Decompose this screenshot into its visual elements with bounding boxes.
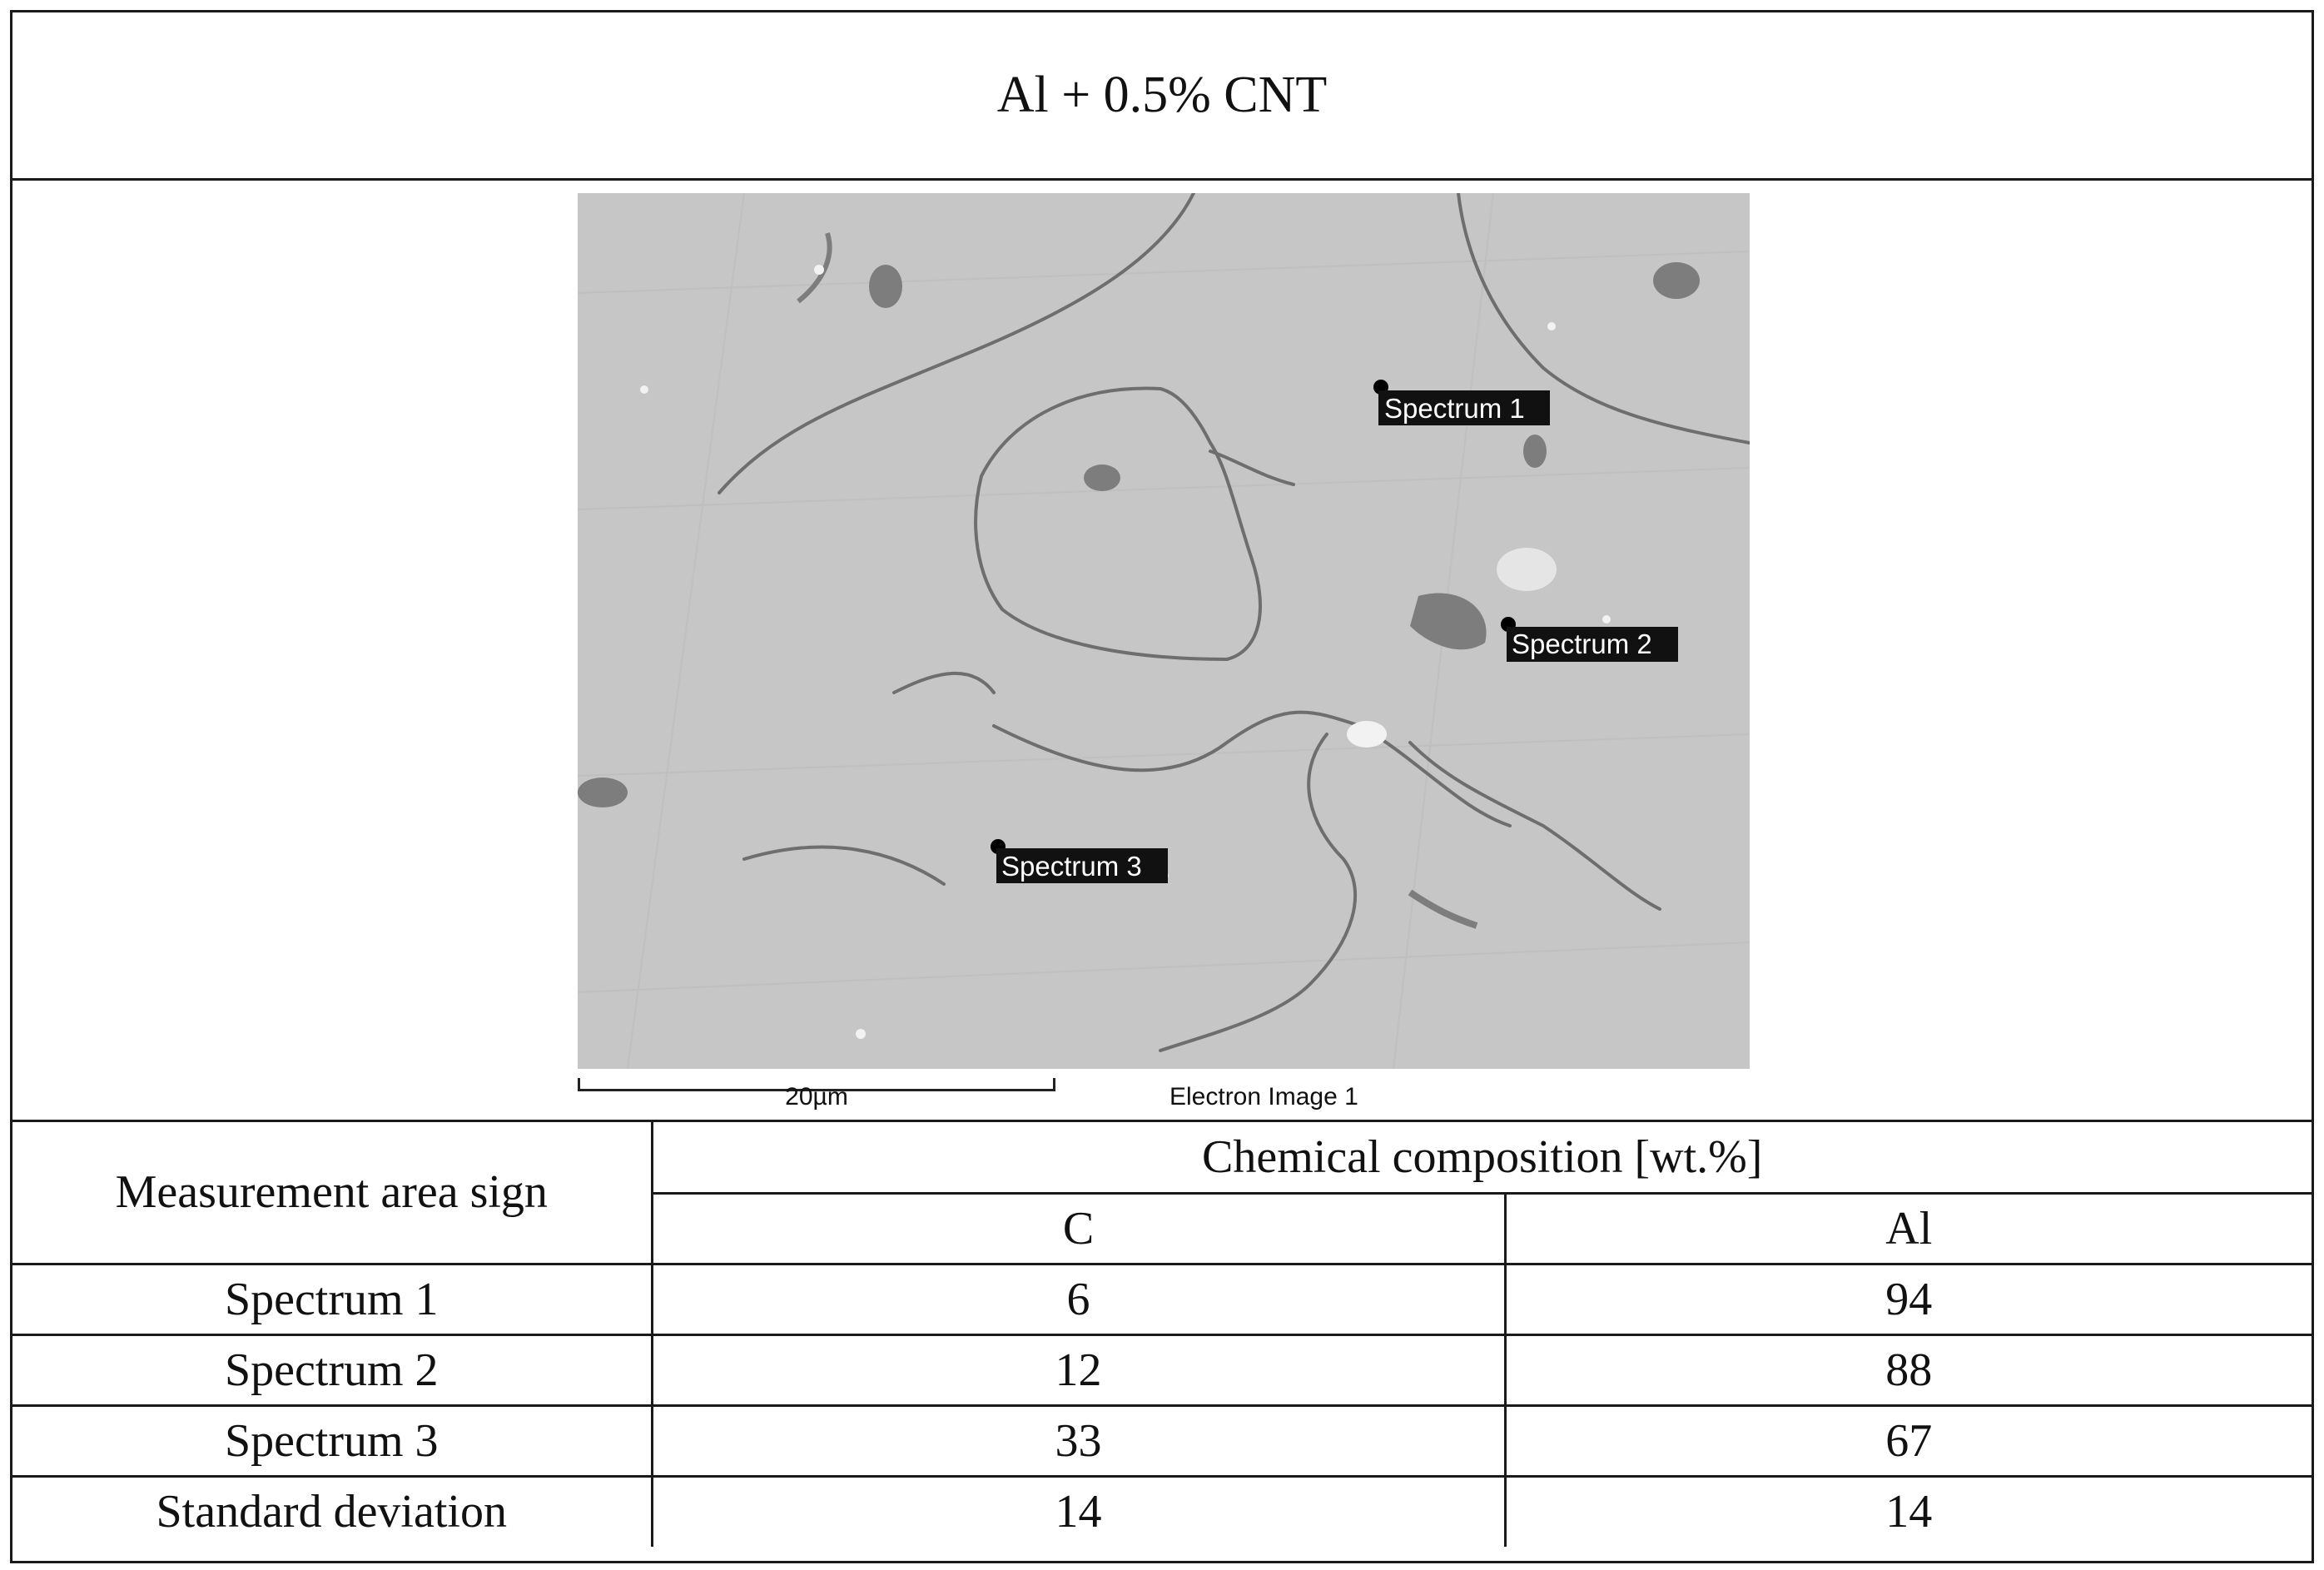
cell-c: 12 — [650, 1333, 1507, 1407]
title-text: Al + 0.5% CNT — [996, 67, 1328, 123]
table-header-row: Measurement area sign Chemical compositi… — [12, 1122, 2312, 1265]
column-header-c: C — [652, 1191, 1507, 1265]
group-header-cell: Chemical composition [wt.%] — [650, 1122, 2312, 1195]
spectrum-label-2: Spectrum 2 — [1512, 628, 1652, 659]
table-row: Spectrum 3 33 67 — [12, 1404, 2312, 1478]
table-subheader-row: C Al — [12, 1191, 2312, 1265]
row-label: Spectrum 3 — [12, 1404, 653, 1478]
row-header-cell: Measurement area sign — [12, 1122, 653, 1265]
row-label: Standard deviation — [12, 1474, 653, 1547]
cell-c: 33 — [650, 1404, 1507, 1478]
cell-al: 88 — [1503, 1333, 2312, 1407]
sem-micrograph: Spectrum 1 Spectrum 2 Spectrum 3 — [578, 193, 1750, 1069]
spectrum-label-1: Spectrum 1 — [1384, 393, 1525, 424]
cell-c: 6 — [650, 1262, 1507, 1336]
cell-al: 14 — [1503, 1474, 2312, 1547]
row-label: Spectrum 2 — [12, 1333, 653, 1407]
spectrum-label-3: Spectrum 3 — [1001, 851, 1142, 882]
table-row: Spectrum 2 12 88 — [12, 1333, 2312, 1407]
table-row: Standard deviation 14 14 — [12, 1474, 2312, 1547]
scale-bar-label: 20µm — [785, 1083, 848, 1110]
row-label: Spectrum 1 — [12, 1262, 653, 1336]
column-header-al: Al — [1503, 1191, 2312, 1265]
spectrum-marker-3: Spectrum 3 — [991, 839, 1168, 883]
cell-c: 14 — [650, 1474, 1507, 1547]
figure-title: Al + 0.5% CNT — [12, 12, 2312, 181]
electron-image-caption: Electron Image 1 — [1169, 1083, 1358, 1110]
table-row: Spectrum 1 6 94 — [12, 1262, 2312, 1336]
composition-table: Measurement area sign Chemical compositi… — [12, 1122, 2312, 1547]
cell-al: 67 — [1503, 1404, 2312, 1478]
sem-image-panel: Spectrum 1 Spectrum 2 Spectrum 3 20µm El… — [12, 181, 2312, 1122]
spectrum-marker-2: Spectrum 2 — [1501, 617, 1678, 662]
cell-al: 94 — [1503, 1262, 2312, 1336]
scale-bar — [578, 1078, 1055, 1091]
figure-frame: Al + 0.5% CNT — [10, 10, 2314, 1563]
spectrum-marker-1: Spectrum 1 — [1373, 380, 1550, 425]
